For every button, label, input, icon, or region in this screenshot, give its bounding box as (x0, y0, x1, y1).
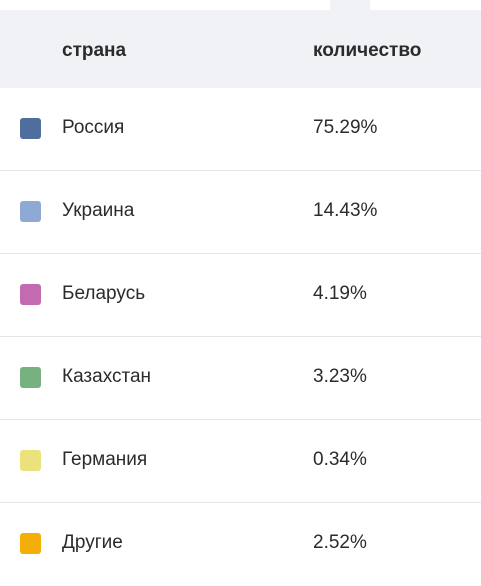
table-row: Украина 14.43% (0, 171, 481, 254)
color-swatch (20, 284, 41, 305)
table-row: Германия 0.34% (0, 420, 481, 503)
tab (330, 0, 370, 10)
country-name: Германия (62, 449, 148, 470)
percentage: 3.23% (313, 366, 367, 387)
country-name: Россия (62, 117, 125, 138)
color-swatch (20, 367, 41, 388)
table-row: Другие 2.52% (0, 503, 481, 586)
table-row: Казахстан 3.23% (0, 337, 481, 420)
color-swatch (20, 201, 41, 222)
table-row: Беларусь 4.19% (0, 254, 481, 337)
color-swatch (20, 118, 41, 139)
percentage: 14.43% (313, 200, 378, 221)
percentage: 2.52% (313, 532, 367, 553)
country-name: Беларусь (62, 283, 146, 304)
color-swatch (20, 533, 41, 554)
country-name: Казахстан (62, 366, 152, 387)
percentage: 0.34% (313, 449, 367, 470)
percentage: 75.29% (313, 117, 378, 138)
color-swatch (20, 450, 41, 471)
country-name: Другие (62, 532, 123, 553)
table-row: Россия 75.29% (0, 88, 481, 171)
column-header: страна (62, 40, 127, 61)
country-name: Украина (62, 200, 135, 221)
table-header: страна количество (0, 10, 481, 88)
column-header: количество (313, 40, 422, 61)
percentage: 4.19% (313, 283, 367, 304)
